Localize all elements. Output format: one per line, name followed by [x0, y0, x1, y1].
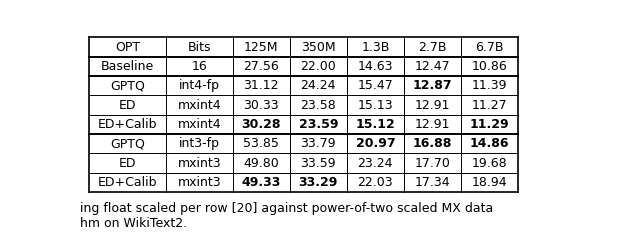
Text: mxint4: mxint4 [177, 118, 221, 131]
Text: 12.91: 12.91 [415, 118, 450, 131]
Text: 11.39: 11.39 [472, 79, 507, 92]
Text: 23.59: 23.59 [299, 118, 338, 131]
Text: 15.47: 15.47 [358, 79, 393, 92]
Text: OPT: OPT [115, 41, 140, 54]
Text: 22.03: 22.03 [358, 176, 393, 189]
Text: 33.79: 33.79 [301, 137, 336, 150]
Text: ED: ED [118, 98, 136, 112]
Text: 53.85: 53.85 [243, 137, 279, 150]
Text: 2.7B: 2.7B [418, 41, 447, 54]
Text: 19.68: 19.68 [472, 156, 508, 170]
Text: 15.13: 15.13 [358, 98, 393, 112]
Text: 24.24: 24.24 [301, 79, 336, 92]
Text: GPTQ: GPTQ [110, 137, 145, 150]
Text: 11.29: 11.29 [470, 118, 509, 131]
Text: 125M: 125M [244, 41, 278, 54]
Text: 16.88: 16.88 [413, 137, 452, 150]
Text: 12.91: 12.91 [415, 98, 450, 112]
Text: 12.47: 12.47 [415, 60, 450, 73]
Text: 20.97: 20.97 [356, 137, 395, 150]
Text: ED+Calib: ED+Calib [98, 176, 157, 189]
Text: 1.3B: 1.3B [361, 41, 390, 54]
Text: 22.00: 22.00 [300, 60, 336, 73]
Text: 16: 16 [191, 60, 207, 73]
Text: 33.59: 33.59 [301, 156, 336, 170]
Text: 18.94: 18.94 [472, 176, 508, 189]
Text: 30.33: 30.33 [243, 98, 279, 112]
Text: ED+Calib: ED+Calib [98, 118, 157, 131]
Text: 15.12: 15.12 [355, 118, 396, 131]
Text: 6.7B: 6.7B [475, 41, 504, 54]
Text: 10.86: 10.86 [472, 60, 508, 73]
Text: mxint3: mxint3 [177, 156, 221, 170]
Text: mxint4: mxint4 [177, 98, 221, 112]
Text: 350M: 350M [301, 41, 335, 54]
Text: 14.86: 14.86 [470, 137, 509, 150]
Text: int3-fp: int3-fp [179, 137, 220, 150]
Text: 17.34: 17.34 [415, 176, 450, 189]
Text: 12.87: 12.87 [413, 79, 452, 92]
Text: 23.24: 23.24 [358, 156, 393, 170]
Text: GPTQ: GPTQ [110, 79, 145, 92]
Text: 17.70: 17.70 [415, 156, 451, 170]
Text: 33.29: 33.29 [299, 176, 338, 189]
Text: 23.58: 23.58 [300, 98, 336, 112]
Text: ED: ED [118, 156, 136, 170]
Text: Baseline: Baseline [100, 60, 154, 73]
Text: 14.63: 14.63 [358, 60, 393, 73]
Text: 31.12: 31.12 [244, 79, 279, 92]
Text: Bits: Bits [188, 41, 211, 54]
Text: 27.56: 27.56 [243, 60, 279, 73]
Text: mxint3: mxint3 [177, 176, 221, 189]
Text: 49.33: 49.33 [242, 176, 281, 189]
Text: ing float scaled per row [20] against power-of-two scaled MX data
hm on WikiText: ing float scaled per row [20] against po… [80, 202, 493, 230]
Text: 11.27: 11.27 [472, 98, 508, 112]
Text: 30.28: 30.28 [241, 118, 281, 131]
Text: int4-fp: int4-fp [179, 79, 220, 92]
Text: 49.80: 49.80 [243, 156, 279, 170]
